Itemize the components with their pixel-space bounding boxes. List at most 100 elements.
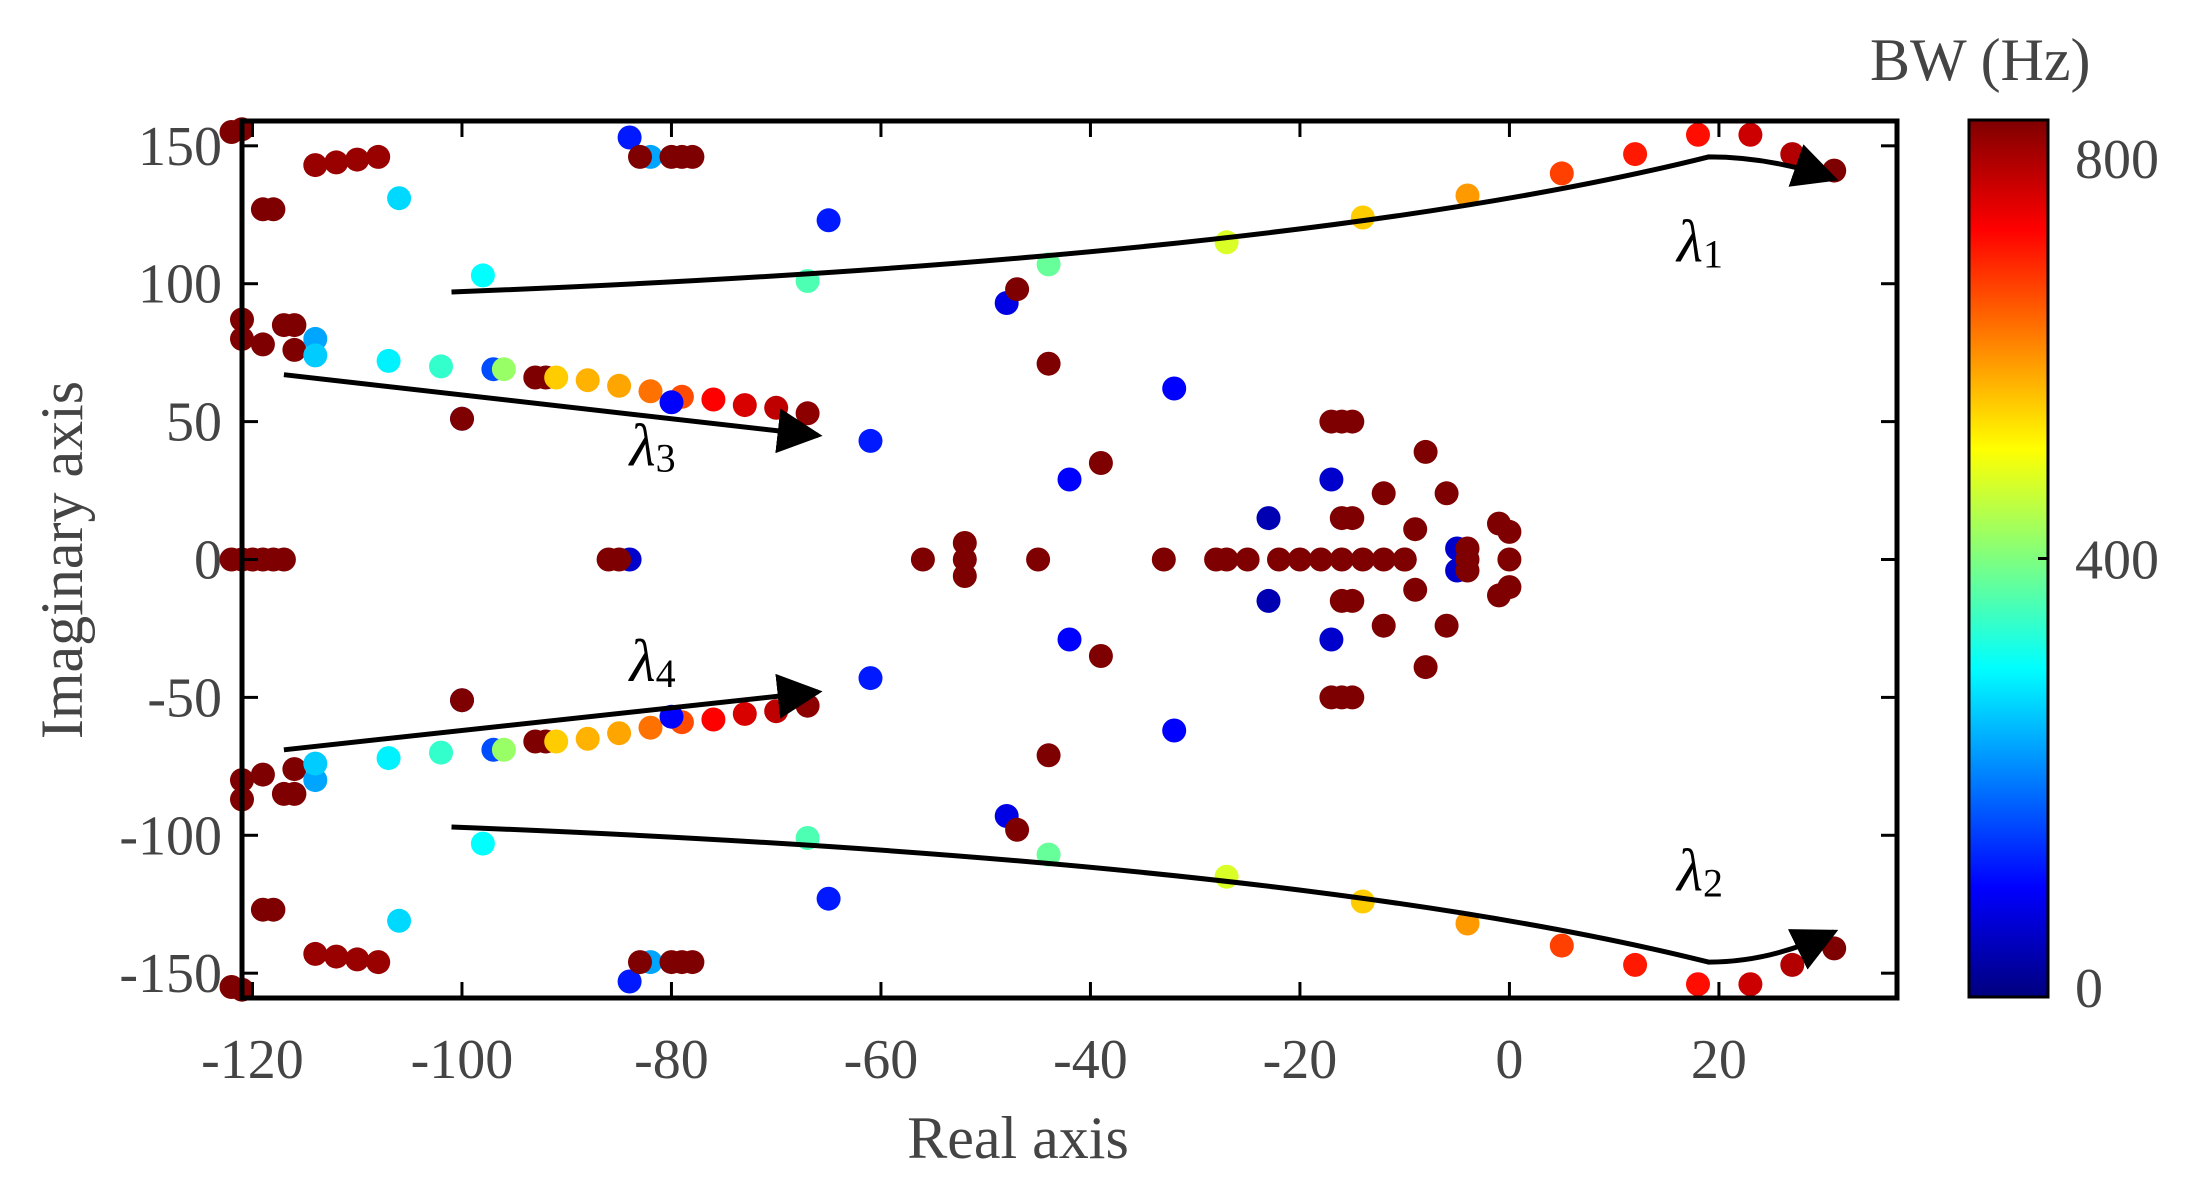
- data-point: [1738, 972, 1763, 997]
- data-point: [1319, 627, 1344, 652]
- colorbar-tick-label: 800: [2075, 129, 2159, 191]
- data-point: [1214, 547, 1239, 572]
- trajectory-arrow: [283, 372, 823, 454]
- data-point: [1340, 685, 1365, 710]
- data-point: [303, 326, 328, 351]
- y-tick-label: 100: [138, 254, 222, 316]
- data-point: [1371, 613, 1396, 638]
- lambda-label: λ3: [628, 413, 676, 481]
- lambda-label: λ2: [1675, 837, 1723, 905]
- data-point: [1780, 952, 1805, 977]
- data-point: [376, 746, 401, 771]
- data-point: [1340, 506, 1365, 531]
- data-point: [628, 950, 652, 975]
- data-point: [858, 428, 883, 453]
- data-point: [1005, 817, 1030, 842]
- data-point: [764, 395, 789, 420]
- data-point: [638, 379, 663, 404]
- data-point: [1413, 439, 1438, 464]
- data-point: [366, 950, 391, 975]
- data-point: [282, 781, 307, 806]
- y-axis-title: Imaginary axis: [29, 381, 95, 739]
- data-point: [1371, 547, 1396, 572]
- colorbar-tick-label: 400: [2075, 530, 2159, 592]
- data-point: [387, 908, 412, 933]
- data-point: [303, 153, 328, 178]
- data-point: [1308, 547, 1333, 572]
- y-tick-label: -100: [119, 805, 222, 867]
- data-point: [303, 941, 328, 966]
- data-point: [324, 944, 349, 969]
- data-point: [858, 666, 883, 691]
- data-point: [282, 757, 307, 782]
- data-point: [1329, 547, 1354, 572]
- data-point: [1350, 547, 1375, 572]
- x-tick-label: 0: [1495, 1029, 1523, 1091]
- data-point: [219, 120, 244, 144]
- data-point: [345, 147, 370, 172]
- data-point: [1371, 481, 1396, 506]
- data-point: [1455, 536, 1480, 561]
- lambda-label: λ1: [1675, 209, 1723, 277]
- data-point: [1162, 718, 1187, 743]
- data-point: [1738, 122, 1763, 147]
- data-point: [1392, 547, 1417, 572]
- data-point: [910, 547, 935, 572]
- data-point: [1214, 230, 1239, 255]
- data-point: [607, 547, 632, 572]
- data-point: [544, 729, 569, 754]
- data-point: [345, 947, 370, 972]
- data-point: [303, 751, 328, 776]
- x-tick-label: -100: [411, 1029, 514, 1091]
- data-point: [680, 950, 705, 975]
- data-point: [1434, 613, 1459, 638]
- data-point: [1287, 547, 1312, 572]
- data-point: [1256, 588, 1281, 613]
- data-point: [1549, 933, 1574, 958]
- data-point: [429, 354, 453, 379]
- colorbar-ticks: 800 400 0: [2038, 118, 2159, 1020]
- y-tick-label: 50: [166, 392, 222, 454]
- data-point: [607, 373, 632, 398]
- y-tick-label: -150: [119, 943, 222, 1005]
- data-point: [659, 390, 684, 415]
- data-point: [1036, 743, 1061, 768]
- data-point: [628, 144, 652, 169]
- data-point: [701, 387, 726, 412]
- data-point: [1088, 644, 1113, 668]
- data-point: [575, 368, 600, 393]
- data-point: [1822, 158, 1847, 183]
- data-point: [450, 688, 474, 713]
- data-point: [617, 125, 642, 150]
- data-point: [638, 715, 663, 740]
- data-point: [952, 547, 977, 572]
- data-point: [1340, 588, 1365, 613]
- data-point: [1497, 519, 1522, 544]
- data-point: [250, 762, 275, 787]
- data-point: [366, 144, 391, 169]
- data-point: [1822, 936, 1847, 961]
- x-tick-label: -40: [1053, 1029, 1128, 1091]
- data-point: [1005, 277, 1030, 302]
- data-point: [1497, 547, 1522, 572]
- data-point: [303, 768, 328, 793]
- data-point: [1235, 547, 1260, 572]
- y-tick-label: -50: [147, 667, 222, 729]
- x-tick-label: -80: [634, 1029, 709, 1091]
- data-point: [795, 693, 820, 718]
- y-tick-label: 0: [194, 530, 222, 592]
- data-point: [261, 897, 286, 922]
- data-point: [491, 357, 516, 382]
- data-point: [952, 564, 977, 588]
- data-point: [1623, 952, 1648, 977]
- y-axis-ticks: 150 100 50 0 -50 -100 -150: [119, 116, 1897, 1005]
- data-point: [376, 348, 401, 373]
- trajectory-arrow: [283, 673, 823, 753]
- x-tick-label: -60: [844, 1029, 919, 1091]
- data-point: [1455, 183, 1480, 208]
- data-point: [795, 401, 820, 426]
- colorbar-tick-label: 0: [2075, 958, 2103, 1020]
- scatter-points: [219, 117, 1847, 1002]
- data-point: [617, 969, 642, 994]
- data-point: [680, 144, 705, 169]
